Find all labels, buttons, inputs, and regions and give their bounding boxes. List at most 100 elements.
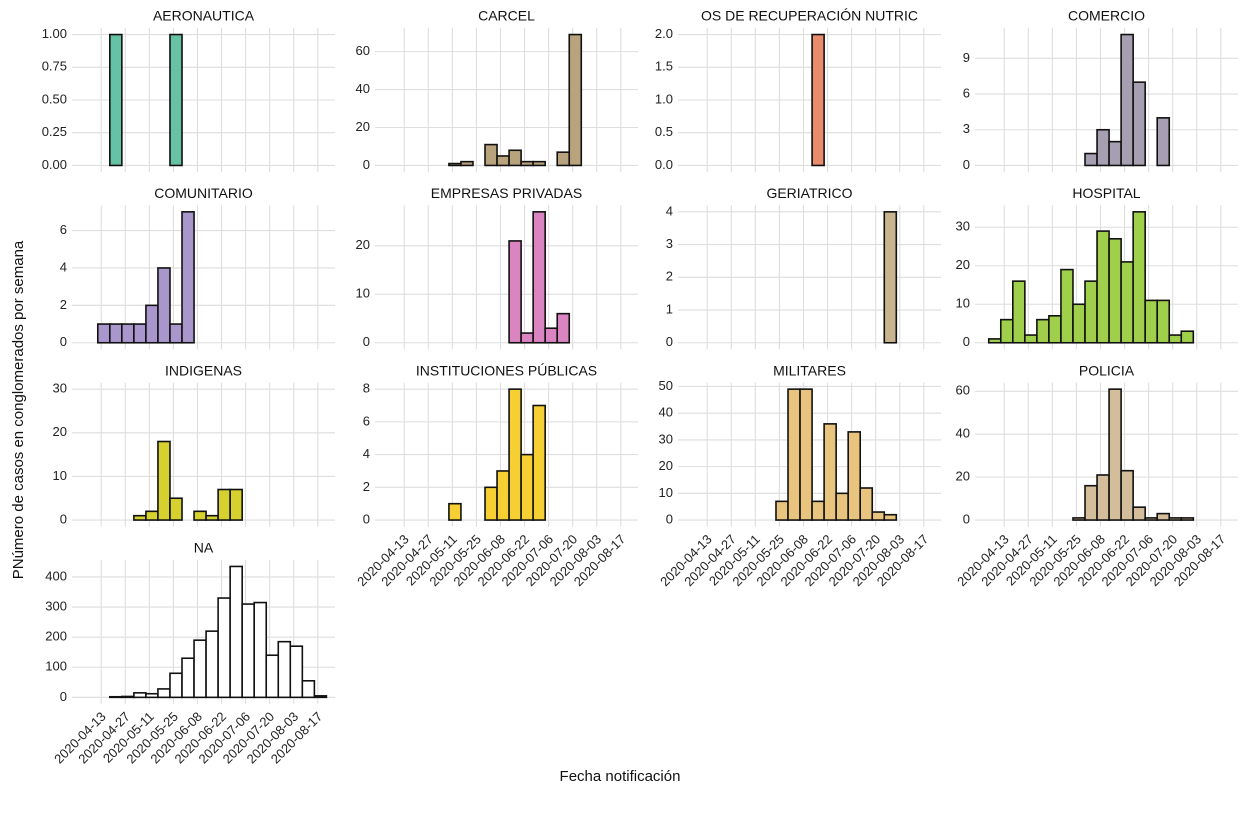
y-tick-label: 20: [956, 257, 970, 272]
y-tick-label: 10: [956, 296, 970, 311]
bar: [484, 486, 498, 521]
y-tick-label: 0.25: [42, 124, 67, 139]
y-tick-label: 1.00: [42, 26, 67, 41]
bar: [496, 470, 510, 521]
bar: [193, 639, 207, 699]
bar: [301, 680, 316, 699]
bar: [448, 502, 462, 521]
y-tick-label: 0: [60, 334, 67, 349]
bar: [205, 630, 219, 699]
bar: [313, 695, 328, 699]
bar: [1132, 506, 1146, 521]
y-tick-label: 20: [659, 458, 673, 473]
y-tick-label: 10: [356, 286, 370, 301]
bar: [775, 500, 789, 521]
panel-title: GERIATRICO: [766, 185, 852, 201]
bar: [121, 695, 135, 699]
y-tick-label: 4: [363, 446, 370, 461]
y-tick-label: 0: [363, 334, 370, 349]
y-tick-label: 9: [963, 50, 970, 65]
bar: [520, 453, 534, 521]
y-tick-label: 20: [956, 469, 970, 484]
panel-title: INDIGENAS: [165, 362, 242, 378]
y-tick-label: 20: [356, 237, 370, 252]
y-tick-label: 0: [963, 511, 970, 526]
bar: [460, 160, 474, 167]
bar: [556, 312, 571, 344]
bar: [1036, 318, 1050, 344]
panel-title: HOSPITAL: [1072, 185, 1140, 201]
panel-title: CARCEL: [478, 8, 535, 24]
bar: [508, 149, 522, 167]
bar: [1132, 81, 1146, 167]
x-axis-title: Fecha notificación: [560, 768, 681, 785]
bar: [1156, 512, 1171, 521]
y-tick-label: 10: [659, 485, 673, 500]
bar: [205, 514, 219, 521]
y-tick-label: 1.5: [655, 59, 673, 74]
panel-title: COMUNITARIO: [154, 185, 253, 201]
y-tick-label: 30: [53, 381, 67, 396]
bar: [1156, 299, 1171, 344]
bar: [181, 657, 195, 699]
y-tick-label: 0.75: [42, 59, 67, 74]
y-tick-label: 0: [666, 334, 673, 349]
bar: [871, 511, 886, 521]
bar: [1096, 128, 1110, 167]
bar: [169, 497, 183, 521]
bar: [811, 500, 825, 521]
bar: [265, 654, 280, 699]
bar: [1180, 330, 1195, 344]
bar: [1120, 261, 1134, 344]
bar: [1108, 388, 1122, 521]
bar: [181, 211, 195, 344]
y-tick-label: 6: [363, 413, 370, 428]
bar: [133, 692, 147, 699]
bar: [532, 404, 546, 521]
bar: [859, 487, 874, 521]
y-tick-label: 0: [60, 511, 67, 526]
bar: [1108, 140, 1122, 167]
y-tick-label: 2: [666, 269, 673, 284]
y-tick-label: 100: [45, 659, 67, 674]
bar: [787, 388, 801, 521]
bar: [145, 304, 159, 344]
y-axis-title: PNúmero de casos en conglomerados por se…: [10, 240, 27, 579]
y-tick-label: 1: [666, 301, 673, 316]
y-tick-label: 400: [45, 568, 67, 583]
bar: [1120, 469, 1134, 521]
y-tick-label: 0: [963, 157, 970, 172]
bar: [1180, 517, 1195, 521]
bar: [1156, 117, 1171, 167]
panel-title: POLICIA: [1079, 362, 1135, 378]
bar: [1144, 517, 1159, 521]
bar: [169, 323, 183, 344]
bar: [109, 33, 123, 167]
bar: [508, 388, 522, 521]
bar: [448, 162, 462, 167]
y-tick-label: 30: [956, 219, 970, 234]
bar: [109, 695, 123, 699]
bar: [217, 597, 231, 699]
panel-title: NA: [194, 540, 214, 556]
bar: [883, 211, 898, 344]
y-tick-label: 300: [45, 599, 67, 614]
bar: [883, 513, 898, 521]
y-tick-label: 2: [60, 297, 67, 312]
y-tick-label: 0: [363, 511, 370, 526]
bar: [496, 155, 510, 167]
bar: [835, 492, 849, 521]
bar: [1120, 33, 1134, 167]
y-tick-label: 6: [60, 222, 67, 237]
bar: [1108, 237, 1122, 344]
panel-title: INSTITUCIONES PÚBLICAS: [416, 362, 597, 378]
bar: [568, 33, 583, 167]
bar: [1060, 268, 1074, 344]
y-tick-label: 4: [60, 259, 67, 274]
panel-title: MILITARES: [773, 362, 846, 378]
bar: [133, 323, 147, 344]
bar: [987, 338, 1002, 344]
bar: [1168, 334, 1183, 344]
y-tick-label: 0.0: [655, 157, 673, 172]
